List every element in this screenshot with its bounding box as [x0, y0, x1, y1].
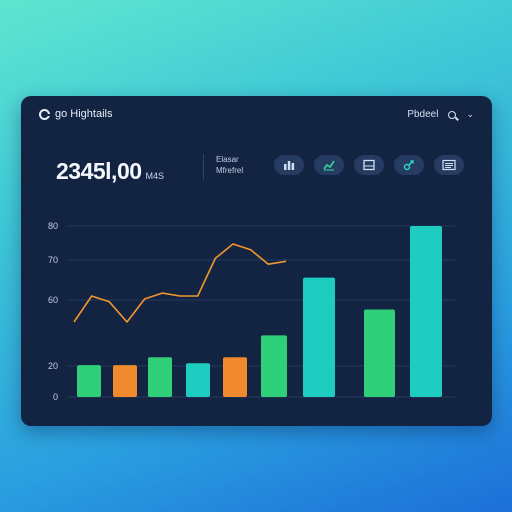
divider [203, 154, 204, 180]
chevron-down-icon[interactable]: ⌄ [466, 109, 474, 119]
search-icon[interactable] [448, 110, 457, 119]
chart-bar[interactable] [113, 365, 137, 397]
calendar-icon[interactable] [434, 155, 464, 175]
header-menu-label[interactable]: Pbdeel [407, 109, 439, 120]
y-tick-label: 20 [48, 361, 58, 371]
bar-line-chart: 80 70 60 20 0 [48, 221, 455, 402]
chart-bar[interactable] [223, 357, 247, 397]
metric-value: 2345l,00 [56, 158, 142, 184]
chart-bar[interactable] [364, 309, 395, 397]
chart-bar[interactable] [77, 365, 101, 397]
share-icon[interactable] [394, 155, 424, 175]
trend-icon[interactable] [314, 155, 344, 175]
metric-unit: M4S [145, 171, 165, 181]
y-tick-label: 80 [48, 221, 58, 231]
y-tick-label: 70 [48, 255, 58, 265]
chart-bar[interactable] [186, 363, 210, 397]
side-label-line-1: Elasar [216, 155, 239, 164]
chart-bar[interactable] [148, 357, 172, 397]
headline-metric: 2345l,00 M4S [56, 158, 164, 185]
header-controls: Pbdeel ⌄ [407, 109, 474, 120]
brand-name: go Hightails [55, 108, 113, 120]
side-label-line-2: Mfrefrel [216, 166, 244, 175]
chart-bar[interactable] [261, 335, 287, 397]
bar-chart-icon[interactable] [274, 155, 304, 175]
image-icon[interactable] [354, 155, 384, 175]
brand-logo[interactable]: go Hightails [39, 108, 112, 120]
dashboard-panel: go Hightails Pbdeel ⌄ 2345l,00 M4S Elasa… [21, 96, 492, 426]
brand-logo-icon [39, 108, 50, 120]
toolbar-icons [274, 155, 464, 175]
chart-bar[interactable] [410, 225, 442, 397]
y-tick-label: 0 [53, 392, 58, 402]
y-tick-label: 60 [48, 295, 58, 305]
chart-bar[interactable] [303, 277, 335, 397]
trend-line [73, 243, 287, 323]
metric-side-label: Elasar Mfrefrel [216, 154, 243, 176]
